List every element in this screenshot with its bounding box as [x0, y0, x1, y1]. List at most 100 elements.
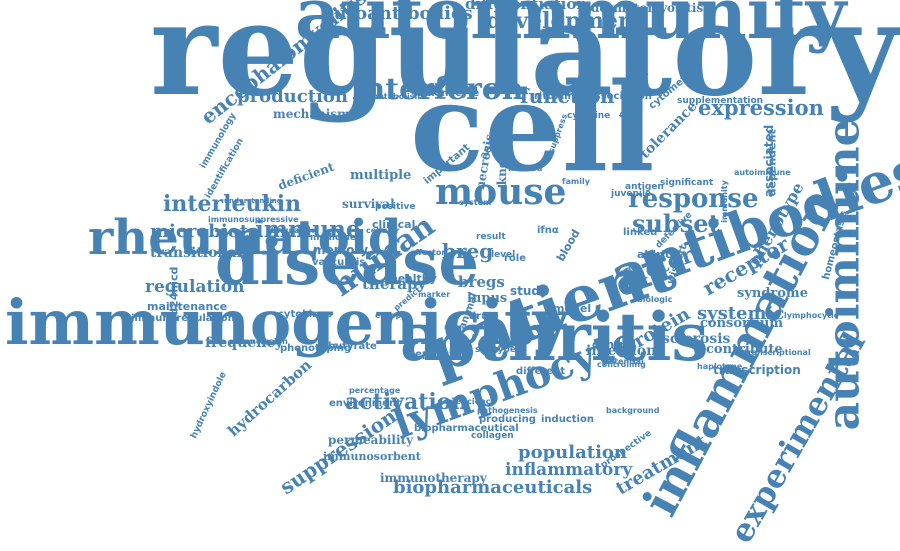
word-medicine: medicine	[310, 233, 356, 244]
word-immunoregulation: immunoregulation	[131, 312, 235, 324]
word-healthy: healthy	[390, 271, 437, 285]
word-memory: memory	[313, 242, 369, 257]
word-clinical: clinical	[372, 217, 416, 231]
word-cell: cell	[410, 55, 655, 200]
word-production: production	[237, 85, 348, 107]
word-control: control	[592, 337, 636, 351]
word-consortium: consortium	[700, 315, 784, 331]
word-rheumatoid: rheumatoid	[88, 210, 402, 267]
word-bregs: bregs	[458, 273, 505, 292]
word-cytokine: cytokine	[567, 111, 611, 122]
word-family: family	[562, 177, 590, 187]
word-rituximab: rituximab	[534, 90, 589, 102]
word-multiple: multiple	[350, 167, 412, 183]
word-mechanism: mechanism	[273, 106, 350, 121]
word-deficiency: deficiency	[450, 397, 496, 407]
word-development: development	[486, 8, 645, 35]
word-immunosorbent: immunosorbent	[323, 449, 421, 463]
word-pathogenesis: pathogenesis	[477, 406, 538, 416]
word-dependent: dependent	[765, 129, 779, 196]
word-autoimmune: autoimmune	[734, 168, 791, 178]
word-supplementation: supplementation	[677, 96, 764, 107]
word-microbiota: microbiota	[150, 220, 260, 242]
word-different: different	[516, 365, 566, 377]
word-immunity: immunity	[720, 180, 730, 223]
word-induce: induce	[496, 337, 527, 347]
word-producing: producing	[479, 413, 536, 425]
word-hydroxyindole: hydroxyindole	[189, 370, 229, 441]
word-transitional: transitional	[150, 245, 242, 262]
word-disease: disease	[215, 224, 480, 300]
word-immunotherapy: immunotherapy	[380, 470, 487, 485]
word-autoimmunity: autoimmunity	[295, 0, 847, 55]
word-arthritis: arthritis	[400, 297, 709, 376]
word-inflammatory: inflammatory	[505, 459, 633, 480]
word-therapy: therapy	[362, 275, 427, 294]
word-method: method	[508, 164, 543, 174]
word-deficient: deficient	[276, 159, 336, 193]
word-drug: drug	[469, 310, 496, 322]
word-interleukin: interleukin	[163, 191, 302, 218]
word-study: study	[510, 283, 548, 298]
word-effector: effector	[410, 248, 446, 258]
word-ifn: ifnα	[537, 224, 559, 236]
word-vasculitis: vasculitis	[312, 256, 366, 268]
word-controlling: controlling	[597, 360, 646, 370]
word-immunosuppressive: immunosuppressive	[208, 215, 299, 225]
word-cd24hicd: cd24hicd	[167, 266, 181, 322]
word-hydrocarbon: hydrocarbon	[224, 355, 316, 441]
word-subset: subset	[632, 208, 720, 238]
word-sclerosis: sclerosis	[662, 331, 731, 348]
word-breg: breg	[442, 239, 494, 263]
word-result: result	[476, 232, 506, 243]
word-transcriptional: transcriptional	[744, 348, 811, 358]
word-monocyte: monocyte	[424, 87, 480, 99]
word-biopharmaceutical: biopharmaceutical	[414, 422, 519, 434]
word-induction: induction	[541, 413, 594, 425]
word-interferon: interferon	[352, 71, 524, 107]
word-expression: expression	[698, 95, 824, 121]
word-permeability: permeability	[328, 432, 414, 447]
word-antigen: antigen	[625, 182, 664, 193]
word-association: association	[588, 90, 652, 102]
word-biologic: biologic	[637, 295, 673, 305]
word-aldrich: aldrich	[637, 247, 680, 261]
word-role: role	[504, 252, 527, 264]
word-subtype: subtype	[475, 345, 516, 356]
word-system: system	[459, 198, 492, 208]
word-survival: survival	[342, 196, 395, 211]
word-level: level	[491, 250, 516, 261]
word-stimulation: stimulation	[266, 226, 318, 236]
word-syndrome: syndrome	[737, 285, 808, 301]
word-positive: positive	[375, 202, 416, 213]
word-percentage: percentage	[349, 386, 401, 396]
word-significant: significant	[660, 178, 714, 189]
word-background: background	[606, 406, 660, 416]
word-immunogenicity: immunogenicity	[5, 286, 569, 360]
word-function: function	[520, 84, 615, 108]
word-butyrate: butyrate	[328, 340, 377, 352]
word-systemic: systemic	[697, 302, 785, 324]
word-mouse: mouse	[435, 171, 567, 214]
word-model: model	[553, 301, 592, 315]
word-population: population	[518, 441, 628, 463]
word-metabolism: metabolism	[370, 92, 423, 102]
word-understanding: understanding	[224, 197, 282, 206]
word-marker: marker	[418, 290, 451, 300]
word-response: response	[628, 183, 759, 214]
word-frequency: frequency	[205, 335, 284, 352]
word-europe: europe	[375, 311, 407, 321]
word-potential: potential	[603, 357, 644, 367]
word-hepatitis: hepatitis	[408, 348, 459, 360]
word-lupus: lupus	[467, 290, 508, 306]
word-juvenile: juvenile	[611, 189, 652, 200]
word-transcription: transcription	[713, 362, 801, 377]
word-linked: linked	[623, 226, 658, 238]
word-contribute: contribute	[706, 341, 783, 357]
word-environment: environment	[329, 397, 401, 409]
word-regulation: regulation	[145, 276, 245, 297]
word-activation: activation	[345, 389, 468, 416]
word-collagen: collagen	[471, 431, 514, 442]
word-immune: immune	[255, 216, 361, 244]
